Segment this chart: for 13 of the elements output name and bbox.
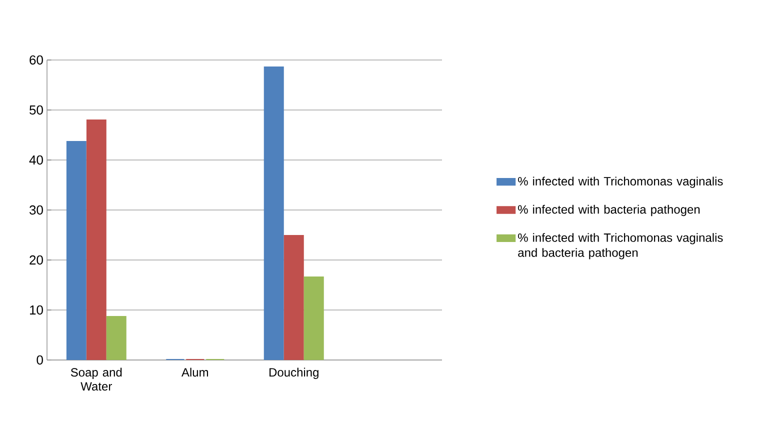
legend-label: % infected with Trichomonas vaginalis	[518, 176, 723, 188]
y-tick-label: 40	[29, 155, 43, 165]
y-tick-label: 30	[30, 205, 43, 215]
y-tick-label: 20	[30, 255, 43, 265]
legend-label: % infected with Trichomonas vaginalis and bacteria pathogen	[518, 233, 723, 260]
x-tick-label: Soap and Water	[70, 368, 122, 391]
legend-label: % infected with bacteria pathogen	[518, 204, 700, 216]
x-tick-label: Douching	[270, 368, 318, 379]
y-tick-label: 0	[36, 355, 43, 365]
y-tick-label: 10	[30, 305, 43, 315]
x-tick-label: Alum	[181, 368, 208, 377]
y-tick-label: 50	[30, 105, 43, 115]
y-tick-label: 60	[30, 55, 43, 65]
